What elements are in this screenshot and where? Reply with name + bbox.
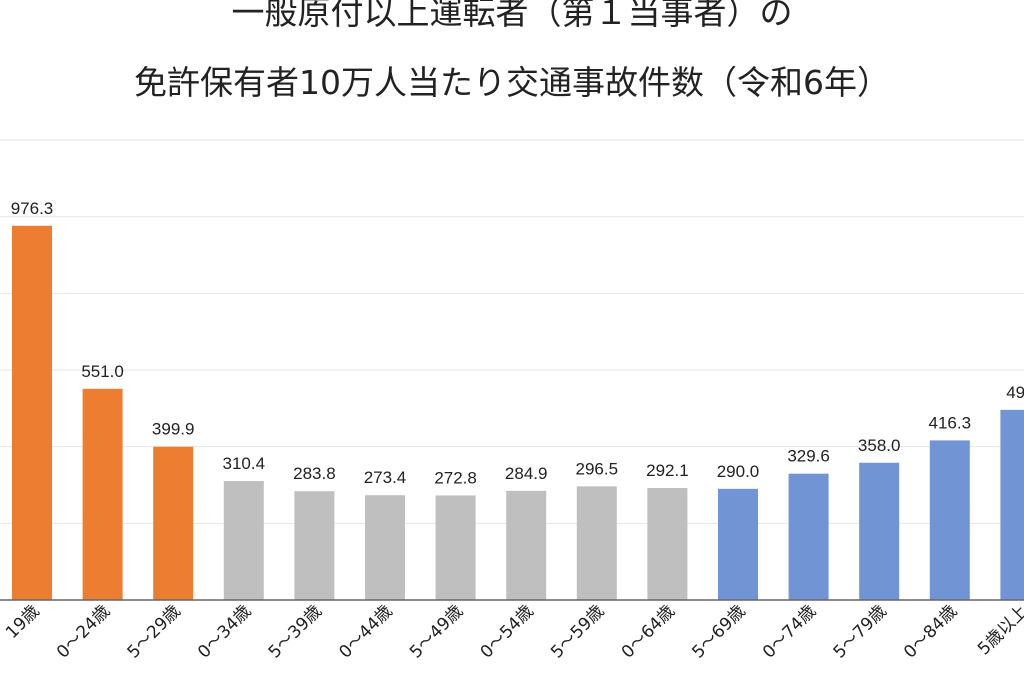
data-label: 283.8 [293, 464, 336, 483]
data-label: 272.8 [434, 468, 477, 487]
bar [647, 488, 688, 600]
x-tick-label: 0～54歳 [477, 601, 538, 662]
data-label: 976.3 [11, 199, 54, 218]
data-label: 290.0 [717, 462, 760, 481]
bar [929, 440, 970, 600]
x-tick-label: 5～29歳 [124, 601, 185, 662]
data-label: 358.0 [858, 436, 901, 455]
data-label: 551.0 [81, 362, 124, 381]
data-label: 496 [1006, 383, 1024, 402]
data-label: 416.3 [929, 413, 972, 432]
bar [365, 495, 405, 600]
x-tick-label: 0～44歳 [335, 601, 396, 662]
x-tick-label: 0～74歳 [759, 601, 820, 662]
data-label: 296.5 [576, 459, 619, 478]
chart-title-line2: 免許保有者10万人当たり交通事故件数（令和6年） [134, 63, 890, 102]
data-label: 292.1 [646, 461, 689, 480]
x-tick-label: 5～39歳 [265, 601, 326, 662]
data-label: 329.6 [787, 447, 830, 466]
bar [435, 495, 476, 600]
x-tick-label: 19歳 [2, 601, 43, 642]
bar [153, 446, 194, 600]
data-label: 310.4 [223, 454, 266, 473]
data-label: 273.4 [364, 468, 407, 487]
x-tick-label: 5～69歳 [688, 601, 749, 662]
x-tick-label: 5～49歳 [406, 601, 467, 662]
bar [506, 490, 547, 600]
bar [718, 488, 758, 600]
data-label: 399.9 [152, 420, 195, 439]
bar [859, 462, 900, 600]
bar [788, 473, 829, 600]
bar [294, 491, 335, 600]
bar [1000, 409, 1024, 600]
data-label: 284.9 [505, 464, 548, 483]
x-tick-label: 0～24歳 [53, 601, 114, 662]
bar [576, 486, 617, 600]
x-tick-label: 5歳以上 [974, 601, 1024, 659]
x-tick-label: 0～64歳 [618, 601, 679, 662]
bar [12, 225, 52, 600]
x-tick-label: 5～79歳 [830, 601, 891, 662]
x-tick-label: 0～84歳 [900, 601, 961, 662]
x-tick-label: 0～34歳 [194, 601, 255, 662]
bar [82, 388, 123, 600]
chart-title-line1: 一般原付以上運転者（第１当事者）の [231, 0, 793, 32]
x-tick-label: 5～59歳 [547, 601, 608, 662]
bar [223, 481, 264, 600]
